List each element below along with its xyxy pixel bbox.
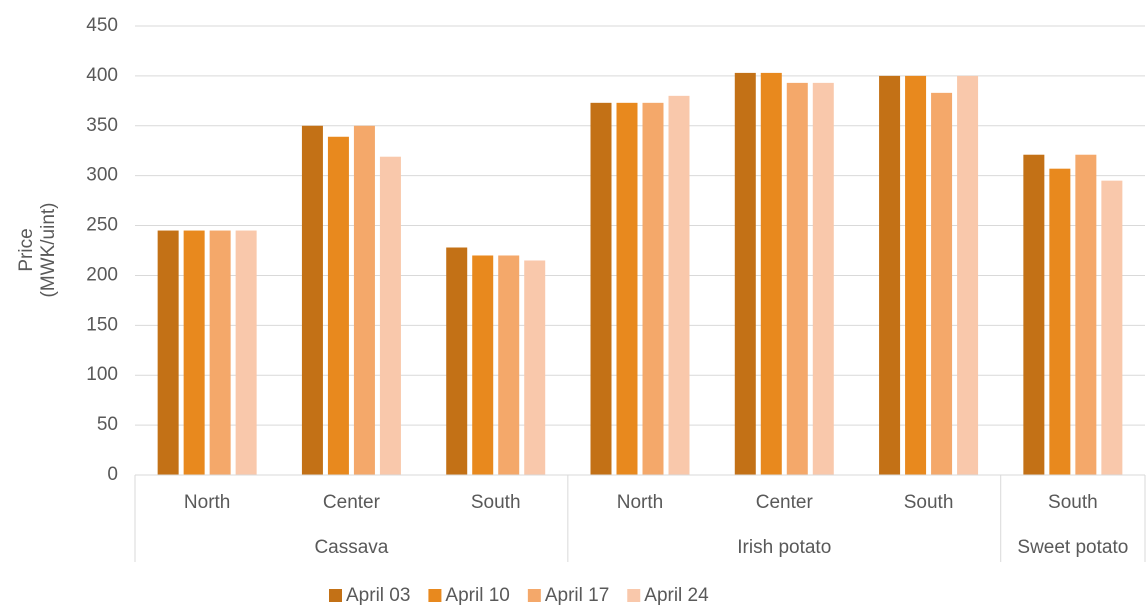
bar [472, 255, 494, 475]
x-tick-label: Center [323, 492, 381, 513]
bar [905, 75, 927, 475]
y-tick-label: 250 [86, 215, 118, 236]
x-tick-label: South [904, 492, 954, 513]
bar [1023, 154, 1045, 476]
bar [616, 102, 638, 475]
y-tick-label: 150 [86, 314, 118, 335]
bar [446, 247, 468, 475]
x-tick-label: South [471, 492, 521, 513]
bar [1101, 180, 1123, 475]
bar [1049, 168, 1071, 475]
legend-label: April 24 [644, 585, 709, 606]
bar [931, 92, 953, 476]
y-tick-label: 0 [107, 464, 118, 485]
bar [879, 75, 901, 475]
bar [642, 102, 664, 475]
bar [524, 260, 546, 475]
y-tick-label: 200 [86, 264, 118, 285]
y-axis-label-line: Price [16, 228, 37, 271]
bar [786, 82, 808, 475]
bar [327, 136, 349, 475]
group-label: Irish potato [737, 537, 831, 558]
y-tick-label: 50 [97, 414, 118, 435]
x-tick-label: North [184, 492, 230, 513]
bar [590, 102, 612, 475]
legend-swatch [627, 589, 641, 602]
y-tick-label: 400 [86, 65, 118, 86]
legend-label: April 10 [445, 585, 509, 606]
legend-swatch [428, 589, 442, 602]
y-tick-label: 350 [86, 115, 118, 136]
group-label: Sweet potato [1017, 537, 1128, 558]
bar [235, 230, 257, 475]
group-label: Cassava [314, 537, 388, 558]
bar [760, 72, 782, 475]
x-tick-label: Center [756, 492, 814, 513]
bar [1075, 154, 1097, 476]
x-tick-label: South [1048, 492, 1098, 513]
legend-swatch [329, 589, 342, 602]
bar [301, 125, 323, 476]
legend-label: April 03 [346, 585, 410, 606]
bar [498, 255, 520, 475]
bar [209, 230, 231, 475]
y-axis-label-line: (MWK/uint) [38, 203, 59, 298]
bar [353, 125, 375, 476]
y-tick-label: 450 [86, 15, 118, 36]
x-tick-label: North [617, 492, 663, 513]
bar [957, 75, 979, 475]
legend-label: April 17 [545, 585, 609, 606]
bar [379, 156, 401, 475]
bar [734, 72, 756, 475]
y-axis-label: Price(MWK/uint) [16, 203, 59, 298]
y-tick-label: 300 [86, 165, 118, 186]
bar [157, 230, 179, 475]
legend-swatch [527, 589, 541, 602]
y-tick-label: 100 [86, 364, 118, 385]
bar [812, 82, 834, 475]
bar [183, 230, 205, 475]
bar [668, 95, 690, 475]
